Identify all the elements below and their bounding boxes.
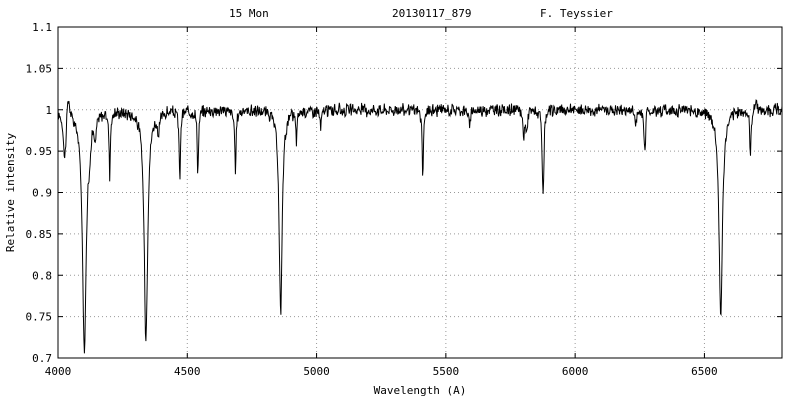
y-tick-label: 0.9 (32, 187, 52, 200)
y-axis-label: Relative intensity (4, 133, 17, 253)
x-tick-label: 4500 (174, 365, 201, 378)
x-axis-label: Wavelength (A) (374, 384, 467, 397)
plot-frame (57, 26, 783, 359)
y-tick-label: 1 (45, 104, 52, 117)
observer-label: F. Teyssier (540, 7, 613, 20)
grid-lines (57, 26, 782, 359)
x-tick-label: 5000 (303, 365, 330, 378)
y-tick-label: 0.95 (26, 145, 53, 158)
y-tick-label: 1.05 (26, 62, 53, 75)
observation-id-label: 20130117_879 (392, 7, 472, 20)
x-tick-label: 4000 (45, 365, 72, 378)
x-axis-ticks: 4000 4500 5000 5500 6000 6500 (45, 27, 718, 378)
y-axis-ticks: 0.7 0.75 0.8 0.85 0.9 0.95 1 1.05 1.1 (26, 21, 782, 365)
y-tick-label: 1.1 (32, 21, 52, 34)
y-tick-label: 0.8 (32, 269, 52, 282)
object-name-label: 15 Mon (229, 7, 269, 20)
y-tick-label: 0.75 (26, 311, 53, 324)
spectrum-line (57, 99, 783, 354)
y-tick-label: 0.7 (32, 352, 52, 365)
x-tick-label: 5500 (433, 365, 460, 378)
x-tick-label: 6500 (691, 365, 718, 378)
y-tick-label: 0.85 (26, 228, 53, 241)
x-tick-label: 6000 (562, 365, 589, 378)
